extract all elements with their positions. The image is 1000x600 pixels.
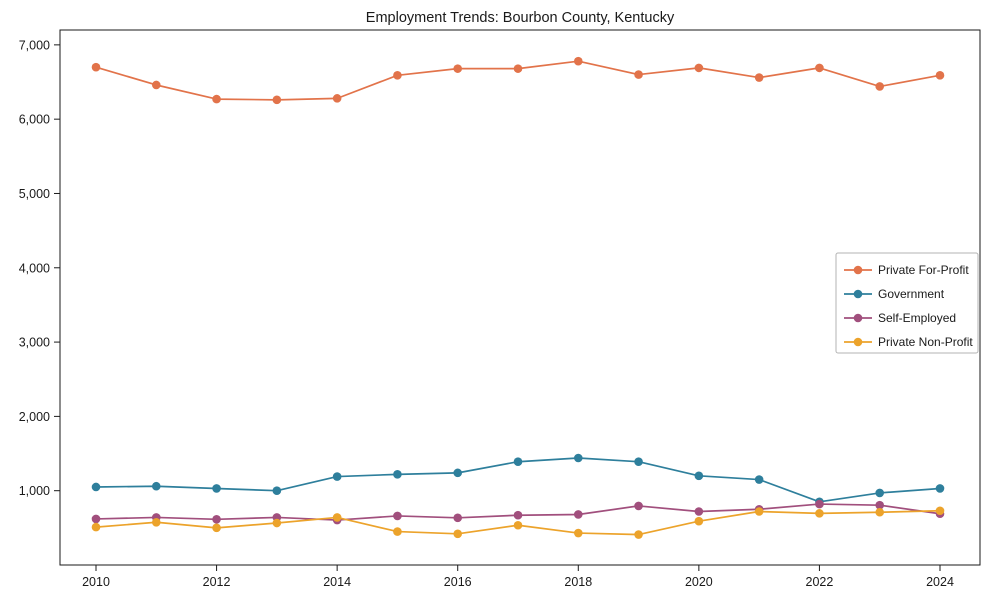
legend-marker-private-for-profit (853, 265, 863, 275)
data-point-self-employed (573, 510, 583, 519)
data-point-government (694, 471, 704, 481)
y-tick-label: 2,000 (19, 410, 50, 424)
data-point-government (393, 470, 402, 479)
y-tick-label: 5,000 (19, 187, 50, 201)
legend-marker-government (853, 289, 863, 299)
data-point-private-non-profit (694, 516, 704, 526)
x-tick-label: 2022 (806, 575, 834, 589)
data-point-private-for-profit (332, 94, 342, 103)
data-point-private-non-profit (212, 523, 221, 533)
data-point-government (272, 486, 282, 495)
data-point-self-employed (815, 499, 824, 509)
y-tick-label: 7,000 (19, 38, 50, 52)
data-point-private-for-profit (875, 82, 885, 91)
data-point-government (151, 481, 161, 491)
y-tick-label: 1,000 (19, 484, 50, 498)
data-point-government (513, 457, 523, 467)
data-point-private-non-profit (272, 518, 282, 528)
data-point-self-employed (875, 500, 885, 510)
data-point-private-for-profit (815, 63, 824, 73)
y-tick-label: 3,000 (19, 336, 50, 350)
legend-label-private-for-profit: Private For-Profit (878, 263, 969, 277)
legend-label-self-employed: Self-Employed (878, 311, 956, 325)
data-point-private-for-profit (212, 94, 221, 104)
data-point-self-employed (393, 511, 402, 521)
x-tick-label: 2014 (323, 575, 351, 589)
data-point-private-for-profit (754, 73, 764, 82)
data-point-private-for-profit (634, 70, 643, 79)
data-point-government (212, 484, 221, 493)
data-point-private-for-profit (393, 71, 402, 80)
data-point-self-employed (513, 510, 523, 520)
legend-label-private-non-profit: Private Non-Profit (878, 335, 973, 349)
data-point-private-non-profit (151, 517, 161, 527)
data-point-private-for-profit (694, 63, 704, 73)
data-point-government (332, 472, 342, 481)
data-point-self-employed (212, 515, 221, 524)
data-point-private-for-profit (935, 71, 945, 80)
data-point-government (754, 475, 764, 484)
legend-marker-private-non-profit (853, 337, 863, 347)
data-point-private-for-profit (91, 62, 101, 72)
data-point-private-for-profit (513, 64, 523, 73)
data-point-self-employed (634, 501, 643, 511)
data-point-self-employed (453, 513, 463, 523)
data-point-private-non-profit (453, 529, 463, 539)
data-point-private-non-profit (573, 528, 583, 538)
data-point-government (573, 453, 583, 463)
data-point-private-non-profit (754, 507, 764, 516)
x-tick-label: 2010 (82, 575, 110, 589)
data-point-government (453, 468, 463, 478)
y-tick-label: 4,000 (19, 261, 50, 275)
data-point-private-non-profit (393, 527, 402, 536)
x-tick-label: 2020 (685, 575, 713, 589)
data-point-government (634, 457, 643, 467)
legend-marker-self-employed (853, 313, 863, 323)
plot-area: 1,000 2,000 3,000 4,000 5,000 6,000 7,000 2010 2… (19, 29, 981, 589)
x-tick-label: 2016 (444, 575, 472, 589)
x-tick-label: 2024 (926, 575, 954, 589)
legend-box (835, 252, 979, 354)
legend-label-government: Government (878, 287, 945, 301)
data-point-private-for-profit (272, 95, 282, 105)
data-point-government (935, 484, 945, 493)
data-point-private-non-profit (332, 513, 342, 522)
plot-border (59, 29, 981, 566)
x-tick-label: 2012 (203, 575, 231, 589)
data-point-private-non-profit (935, 506, 945, 516)
data-point-private-non-profit (513, 520, 523, 530)
data-point-private-for-profit (151, 80, 161, 90)
data-point-government (875, 488, 885, 498)
data-point-private-non-profit (875, 507, 885, 517)
data-point-private-non-profit (91, 522, 101, 532)
data-point-self-employed (91, 514, 101, 524)
data-point-private-for-profit (573, 56, 583, 66)
x-tick-label: 2018 (564, 575, 592, 589)
data-point-self-employed (694, 507, 704, 516)
data-point-private-for-profit (453, 64, 463, 73)
chart-title: Employment Trends: Bourbon County, Kentu… (366, 10, 675, 26)
data-point-private-non-profit (815, 509, 824, 518)
data-point-private-non-profit (634, 530, 643, 539)
data-point-government (91, 482, 101, 492)
y-tick-label: 6,000 (19, 113, 50, 127)
